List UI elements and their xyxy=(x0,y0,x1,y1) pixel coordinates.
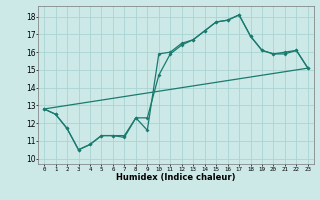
X-axis label: Humidex (Indice chaleur): Humidex (Indice chaleur) xyxy=(116,173,236,182)
